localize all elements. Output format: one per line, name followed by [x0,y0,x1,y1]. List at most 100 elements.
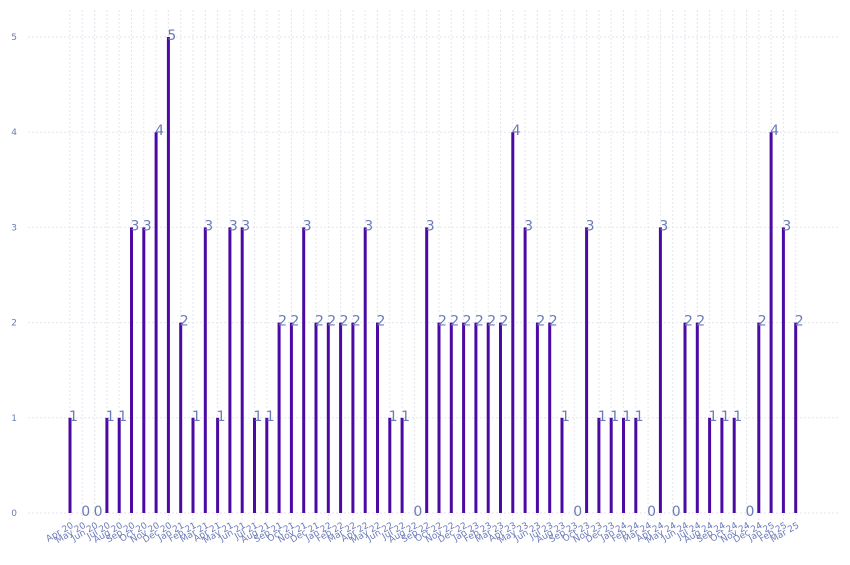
data-label: 2 [450,314,459,330]
data-label: 3 [143,218,152,234]
data-label: 1 [266,409,275,425]
data-label: 2 [487,314,496,330]
y-tick-label: 2 [11,319,17,329]
data-label: 2 [549,314,558,330]
bar [732,417,736,513]
data-label: 0 [413,504,422,520]
data-label: 3 [204,218,213,234]
bar [425,227,429,513]
data-label: 1 [721,409,730,425]
data-label: 2 [475,314,484,330]
data-label: 2 [684,314,693,330]
data-label: 3 [241,218,250,234]
data-label: 3 [524,218,533,234]
bar [117,417,121,513]
y-tick-label: 5 [11,33,17,43]
bar [166,37,170,513]
data-label: 3 [303,218,312,234]
data-label: 1 [106,409,115,425]
bar [314,322,318,513]
data-label: 2 [180,314,189,330]
bar [634,417,638,513]
bar [277,322,281,513]
bar [769,132,773,513]
bar [499,322,502,513]
data-label: 2 [327,314,336,330]
bar [154,132,158,513]
data-label: 2 [352,314,361,330]
data-label: 2 [377,314,386,330]
data-label: 1 [709,409,718,425]
bar [720,417,724,513]
data-label: 1 [623,409,632,425]
data-label: 2 [536,314,545,330]
bar [486,322,490,513]
data-label: 0 [647,504,656,520]
y-tick-label: 1 [11,414,17,424]
data-label: 3 [426,218,435,234]
bar [289,322,293,513]
data-label: 3 [782,218,791,234]
data-label: 1 [192,409,201,425]
y-tick-label: 0 [11,509,17,519]
bar [708,417,712,513]
data-label: 4 [770,123,779,139]
bar [622,417,625,513]
data-label: 4 [512,123,521,139]
bar [228,227,232,513]
bar [68,417,72,513]
bar [130,227,133,513]
bar [794,322,798,513]
data-label: 1 [401,409,410,425]
bar [388,417,392,513]
bar [105,417,109,513]
bar [351,322,355,513]
bar [376,322,379,513]
bar [523,227,527,513]
data-label: 3 [586,218,595,234]
grid-layer [28,10,838,530]
data-label: 2 [278,314,287,330]
y-tick-label: 3 [11,223,17,233]
data-label: 1 [389,409,398,425]
bar [179,322,183,513]
data-label: 1 [598,409,607,425]
data-label: 4 [155,123,164,139]
bar [609,417,613,513]
data-label: 2 [438,314,447,330]
data-label: 1 [217,409,226,425]
data-label: 3 [364,218,373,234]
data-label: 0 [672,504,681,520]
data-label: 0 [94,504,103,520]
data-label: 3 [131,218,140,234]
bar [511,132,515,513]
data-label: 1 [635,409,644,425]
bar [191,417,195,513]
data-label: 1 [69,409,78,425]
data-label: 2 [340,314,349,330]
bar [462,322,466,513]
data-label: 0 [746,504,755,520]
data-label: 2 [463,314,472,330]
bar [437,322,441,513]
bar [535,322,539,513]
bar [216,417,220,513]
data-label: 1 [610,409,619,425]
bar [449,322,453,513]
bar [695,322,699,513]
bar [203,227,207,513]
bar [302,227,306,513]
data-label: 2 [290,314,299,330]
data-label: 2 [315,314,324,330]
bar [265,417,269,513]
data-label: 1 [733,409,742,425]
bar [253,417,256,513]
y-tick-label: 4 [11,128,17,138]
bar [658,227,662,513]
bar [474,322,478,513]
bar [400,417,404,513]
bar [142,227,146,513]
